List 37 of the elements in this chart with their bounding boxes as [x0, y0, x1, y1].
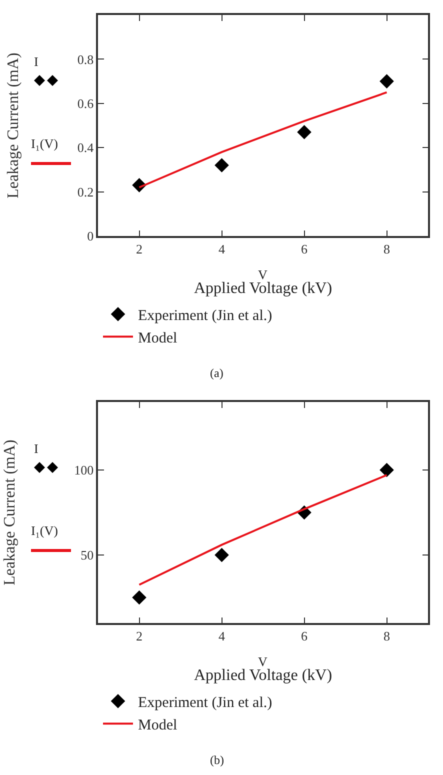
- legend-label: Model: [138, 717, 178, 734]
- legend-label: Model: [138, 330, 178, 346]
- point: [132, 590, 146, 605]
- text: I₁(V): [31, 523, 58, 538]
- text: (b): [210, 753, 224, 767]
- point: [214, 548, 229, 562]
- y-tick-label: 0.2: [77, 184, 94, 200]
- y-axis-title: Leakage Current (mA): [4, 52, 22, 198]
- text: V: [258, 654, 268, 669]
- text: I₁(V): [31, 136, 58, 151]
- y-tick-label: 0.4: [77, 140, 94, 156]
- x-axis-title: Applied Voltage (kV): [194, 280, 332, 297]
- y-tick-label: 50: [80, 548, 94, 563]
- text: V: [258, 267, 268, 282]
- x-tick-label: 4: [218, 241, 226, 256]
- x-tick-label: 6: [301, 628, 308, 644]
- text: I: [34, 54, 38, 69]
- y-tick-label: 0: [87, 228, 94, 244]
- point: [380, 462, 394, 478]
- x-tick-label: 8: [384, 628, 390, 644]
- text: I: [34, 441, 38, 456]
- x-tick-label: 8: [384, 241, 390, 256]
- point: [297, 124, 312, 140]
- x-tick-label: 2: [136, 241, 142, 256]
- y-tick-label: 0.6: [77, 96, 94, 111]
- y-tick-label: 100: [74, 462, 94, 478]
- point: [380, 74, 394, 88]
- y-axis-title: Leakage Current (mA): [2, 440, 19, 586]
- x-axis-title: Applied Voltage (kV): [194, 667, 332, 684]
- x-tick-label: 6: [301, 241, 308, 256]
- y-tick-label: 0.8: [77, 52, 94, 67]
- text: (a): [210, 366, 224, 380]
- x-tick-label: 2: [136, 628, 142, 644]
- legend-label: Experiment (Jin et al.): [138, 308, 272, 324]
- legend-label: Experiment (Jin et al.): [138, 694, 272, 711]
- x-tick-label: 4: [218, 628, 226, 644]
- point: [214, 158, 229, 172]
